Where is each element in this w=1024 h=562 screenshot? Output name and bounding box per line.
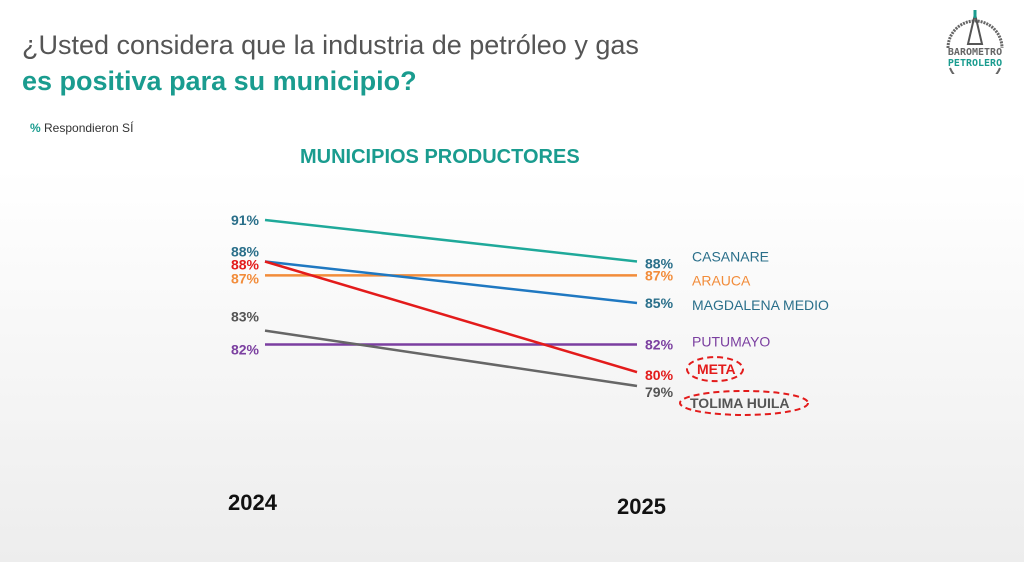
legend-note: % Respondieron SÍ [30,121,133,135]
title-line-1: ¿Usted considera que la industria de pet… [22,30,639,60]
chart-title: MUNICIPIOS PRODUCTORES [300,146,580,168]
barometro-petrolero-logo: BAROMETRO PETROLERO [946,10,1004,74]
value-label-2024-magdalena-medio: 88% [231,243,260,259]
series-name-magdalena-medio: MAGDALENA MEDIO [692,297,829,313]
highlight-ellipse-meta [686,356,744,383]
value-label-2024-arauca: 87% [231,270,260,286]
value-label-2025-meta: 80% [645,367,674,383]
value-label-2024-casanare: 91% [231,212,260,228]
note-symbol: % [30,121,41,135]
value-label-2025-arauca: 87% [645,267,674,283]
series-line-meta [264,260,638,374]
value-label-2025-casanare: 88% [645,255,674,271]
series-line-magdalena-medio [264,260,638,305]
series-name-arauca: ARAUCA [692,272,751,288]
x-tick-2024: 2024 [228,490,277,515]
value-label-2025-magdalena-medio: 85% [645,295,674,311]
value-label-2024-putumayo: 82% [231,341,260,357]
series-name-casanare: CASANARE [692,248,769,264]
note-text: Respondieron SÍ [40,121,134,135]
title-line-2: es positiva para su municipio? [22,66,417,96]
series-name-tolima-huila: TOLIMA HUILA [690,395,790,411]
svg-text:PETROLERO: PETROLERO [948,58,1002,69]
value-label-2025-putumayo: 82% [645,336,674,352]
series-line-tolima-huila [264,329,638,388]
series-name-putumayo: PUTUMAYO [692,333,770,349]
svg-text:BAROMETRO: BAROMETRO [948,47,1002,58]
value-label-2024-meta: 88% [231,256,260,272]
highlight-ellipse-tolima-huila [679,389,809,416]
series-line-casanare [264,218,638,263]
series-name-meta: META [697,361,736,377]
value-label-2024-tolima-huila: 83% [231,309,260,325]
value-label-2025-tolima-huila: 79% [645,384,674,400]
x-tick-2025: 2025 [617,494,666,519]
